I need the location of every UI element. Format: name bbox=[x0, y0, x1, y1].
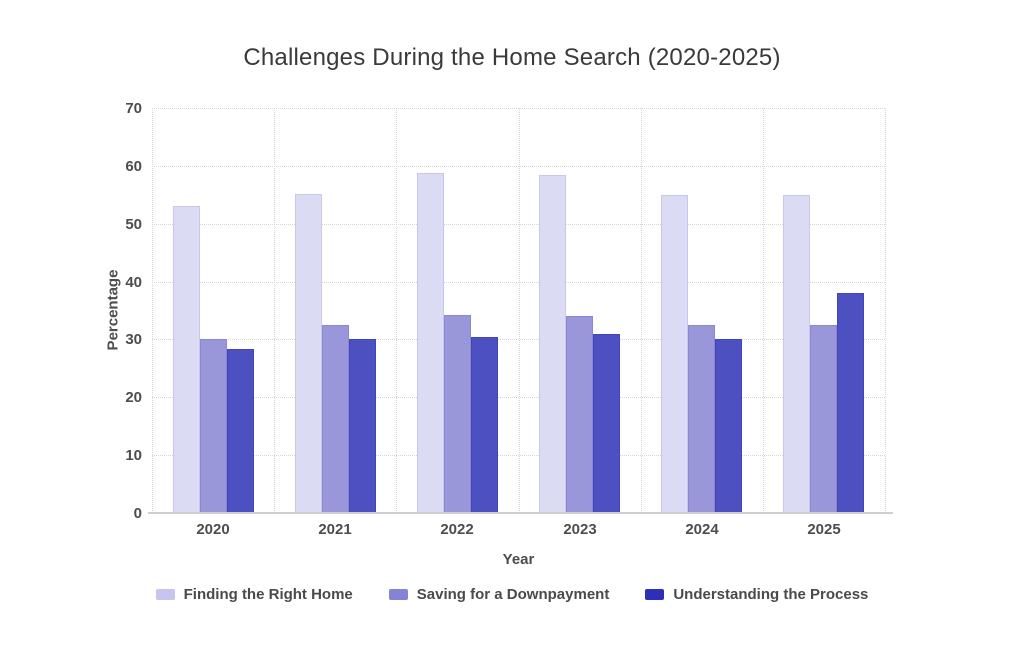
legend-item-2[interactable]: Saving for a Downpayment bbox=[388, 586, 610, 603]
bar-2020-series-1 bbox=[173, 206, 200, 513]
bar-2025-series-2 bbox=[810, 325, 837, 513]
gridline-horizontal bbox=[152, 223, 885, 225]
x-tick-label-2023: 2023 bbox=[563, 521, 597, 538]
chart-title: Challenges During the Home Search (2020-… bbox=[243, 44, 781, 71]
bar-2025-series-1 bbox=[783, 194, 810, 513]
bar-2021-series-3 bbox=[349, 339, 376, 513]
legend-swatch-icon bbox=[155, 589, 175, 600]
gridline-vertical bbox=[396, 108, 397, 513]
gridline-vertical bbox=[519, 108, 520, 513]
legend-swatch-icon bbox=[645, 589, 665, 600]
gridline-horizontal bbox=[152, 339, 885, 341]
x-tick-label-2024: 2024 bbox=[685, 521, 719, 538]
x-tick-label-2021: 2021 bbox=[318, 521, 352, 538]
bar-2024-series-2 bbox=[688, 325, 715, 513]
x-axis-title: Year bbox=[502, 551, 535, 568]
gridline-vertical bbox=[274, 108, 275, 513]
y-tick-label-60: 60 bbox=[125, 157, 142, 175]
bar-2020-series-3 bbox=[227, 349, 254, 513]
bar-2022-series-1 bbox=[417, 172, 444, 513]
legend-item-1[interactable]: Finding the Right Home bbox=[155, 586, 353, 603]
y-tick-label-30: 30 bbox=[125, 331, 142, 349]
gridline-horizontal bbox=[152, 165, 885, 167]
bar-2021-series-1 bbox=[295, 193, 322, 513]
gridline-vertical bbox=[641, 108, 642, 513]
x-axis-line bbox=[148, 512, 893, 514]
bar-2023-series-2 bbox=[566, 316, 593, 513]
gridline-horizontal bbox=[152, 281, 885, 283]
x-tick-label-2022: 2022 bbox=[440, 521, 474, 538]
bar-2023-series-3 bbox=[593, 333, 620, 513]
legend-label: Understanding the Process bbox=[673, 586, 869, 603]
y-tick-label-0: 0 bbox=[133, 505, 142, 522]
y-tick-label-50: 50 bbox=[125, 215, 142, 233]
legend-item-3[interactable]: Understanding the Process bbox=[645, 586, 868, 603]
gridline-vertical bbox=[885, 108, 886, 513]
x-tick-label-2025: 2025 bbox=[807, 521, 841, 538]
gridline-horizontal bbox=[152, 397, 885, 399]
bar-2023-series-1 bbox=[539, 175, 566, 513]
y-tick-label-70: 70 bbox=[125, 100, 142, 117]
legend-label: Saving for a Downpayment bbox=[416, 586, 610, 603]
chart-legend: Finding the Right Home Saving for a Downp… bbox=[0, 586, 1024, 603]
y-tick-label-20: 20 bbox=[125, 389, 142, 407]
gridline-vertical bbox=[763, 108, 764, 513]
plot-area bbox=[152, 108, 886, 513]
bar-2022-series-2 bbox=[444, 314, 471, 513]
gridline-vertical bbox=[152, 108, 153, 513]
bar-2021-series-2 bbox=[322, 325, 349, 513]
legend-swatch-icon bbox=[388, 589, 408, 600]
x-tick-label-2020: 2020 bbox=[196, 521, 230, 538]
bar-2020-series-2 bbox=[200, 339, 227, 513]
y-tick-label-40: 40 bbox=[125, 273, 142, 291]
gridline-horizontal bbox=[152, 455, 885, 457]
y-axis-title: Percentage bbox=[104, 269, 122, 351]
bar-2024-series-3 bbox=[715, 339, 742, 513]
y-tick-label-10: 10 bbox=[125, 447, 142, 465]
legend-label: Finding the Right Home bbox=[183, 586, 353, 603]
bar-2022-series-3 bbox=[471, 337, 498, 513]
bar-2024-series-1 bbox=[661, 194, 688, 513]
gridline-horizontal bbox=[152, 108, 885, 109]
bar-2025-series-3 bbox=[837, 293, 864, 513]
